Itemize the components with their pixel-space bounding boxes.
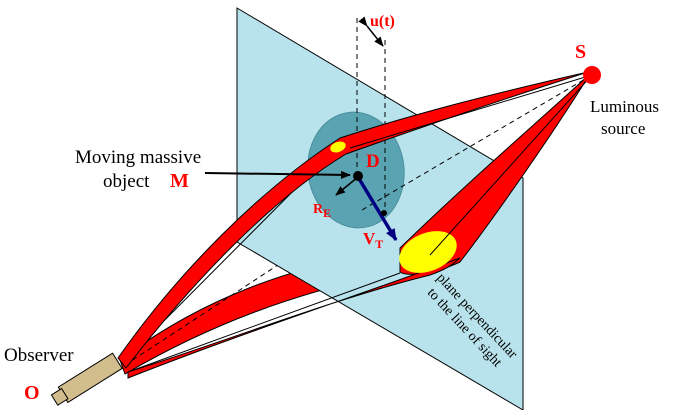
line-of-sight-point xyxy=(381,210,387,216)
object-caption-line1: Moving massive xyxy=(75,147,202,168)
observer-label: Observer xyxy=(4,345,74,366)
object-letter: M xyxy=(170,170,189,192)
luminous-source xyxy=(583,66,601,84)
re-label: RE xyxy=(313,202,332,220)
source-letter: S xyxy=(575,41,587,63)
ray-lower-edge xyxy=(127,272,401,373)
deflector-point xyxy=(353,171,363,181)
source-ray-b xyxy=(429,74,593,256)
source-caption-line1: Luminous xyxy=(590,97,659,116)
image-small xyxy=(330,141,346,153)
object-pointer-arrow xyxy=(204,170,351,179)
re-main: R xyxy=(313,202,324,217)
vt-arrow xyxy=(356,176,398,241)
source-caption-line2: source xyxy=(601,119,646,138)
vt-sub: T xyxy=(375,237,384,251)
re-sub: E xyxy=(323,206,332,220)
beam-lower-rear xyxy=(127,257,461,379)
deflector-letter: D xyxy=(366,151,380,172)
re-arrow xyxy=(335,176,359,196)
vt-label: VT xyxy=(363,229,383,250)
telescope-icon xyxy=(50,352,123,406)
u-arrow xyxy=(358,16,384,47)
observer-letter: O xyxy=(24,382,40,404)
source-ray-a xyxy=(349,74,593,149)
vt-main: V xyxy=(363,229,376,248)
u-label: u(t) xyxy=(370,13,395,30)
object-caption-line2: object xyxy=(103,171,150,192)
